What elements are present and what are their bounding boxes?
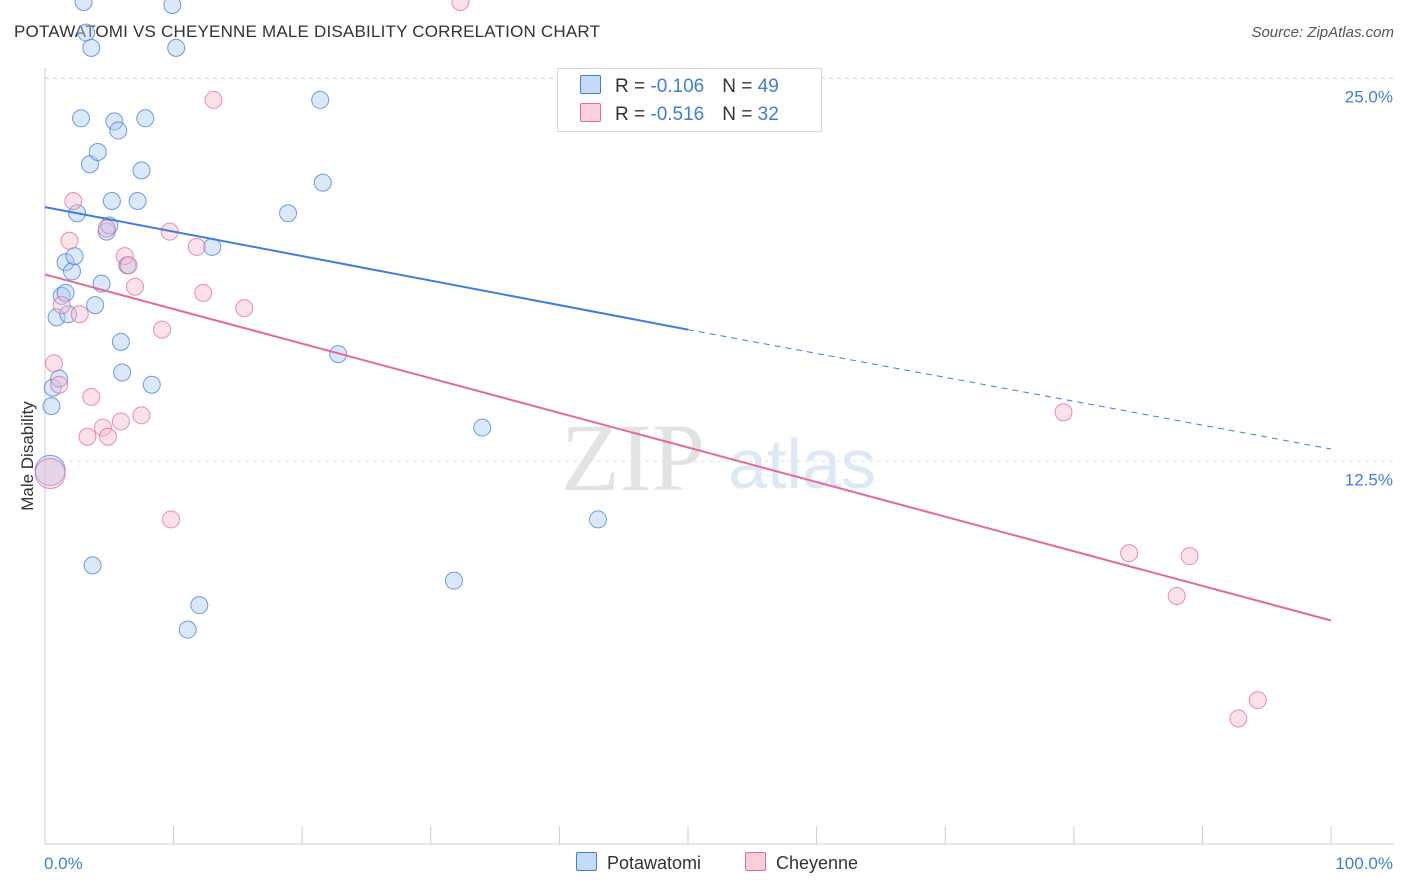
cheyenne-point [99, 427, 118, 446]
legend-swatch-blue [576, 852, 597, 871]
potawatomi-trend-line [44, 206, 689, 331]
potawatomi-point [163, 0, 182, 15]
watermark: ZIP atlas [561, 404, 876, 511]
potawatomi-point [473, 418, 492, 437]
cheyenne-point [194, 283, 213, 302]
potawatomi-point [109, 121, 128, 140]
potawatomi-point [311, 90, 330, 109]
potawatomi-point [588, 510, 607, 529]
y-tick-label: 25.0% [1345, 88, 1393, 107]
legend-swatch-blue [580, 75, 601, 94]
potawatomi-point [56, 253, 75, 272]
potawatomi-point [63, 262, 82, 281]
correlation-legend: R = -0.106 N = 49 R = -0.516 N = 32 [557, 68, 822, 132]
potawatomi-point [167, 38, 186, 57]
legend-swatch-pink [580, 103, 601, 122]
potawatomi-point [65, 247, 84, 266]
cheyenne-point [97, 219, 116, 238]
potawatomi-point [88, 142, 107, 161]
cheyenne-point [1120, 544, 1139, 563]
cheyenne-point [1180, 547, 1199, 566]
potawatomi-point [444, 571, 463, 590]
cheyenne-trend-line [44, 273, 1332, 622]
potawatomi-point [86, 296, 105, 315]
potawatomi-point [74, 0, 93, 11]
potawatomi-point [82, 38, 101, 57]
potawatomi-trend-extension [687, 329, 1332, 450]
potawatomi-point [132, 161, 151, 180]
potawatomi-point [77, 23, 96, 42]
cheyenne-point [34, 457, 66, 489]
watermark-zip: ZIP [561, 404, 705, 511]
cheyenne-point [235, 299, 254, 318]
potawatomi-point [190, 596, 209, 615]
potawatomi-point [72, 109, 91, 128]
legend-row-potawatomi: R = -0.106 N = 49 [580, 75, 779, 98]
chart-title: POTAWATOMI VS CHEYENNE MALE DISABILITY C… [14, 22, 601, 41]
potawatomi-point [313, 173, 332, 192]
legend-r-label: R = [615, 76, 651, 97]
cheyenne-point [60, 231, 79, 250]
potawatomi-point [142, 375, 161, 394]
legend-swatch-pink [745, 852, 766, 871]
legend-label: Cheyenne [776, 853, 859, 873]
cheyenne-point [115, 247, 134, 266]
cheyenne-point [451, 0, 470, 11]
potawatomi-point [111, 332, 130, 351]
legend-n-label: N = [722, 104, 758, 125]
cheyenne-point [45, 354, 64, 373]
data-points [34, 0, 1267, 728]
cheyenne-point [204, 90, 223, 109]
potawatomi-point [136, 109, 155, 128]
bottom-legend-potawatomi: Potawatomi [576, 852, 701, 874]
cheyenne-point [111, 412, 130, 431]
cheyenne-point [70, 305, 89, 324]
x-tick-label: 100.0% [1335, 854, 1393, 873]
cheyenne-point [119, 256, 138, 275]
cheyenne-point [1054, 403, 1073, 422]
potawatomi-point [102, 191, 121, 210]
cheyenne-point [78, 427, 97, 446]
cheyenne-point [126, 277, 145, 296]
bottom-legend-cheyenne: Cheyenne [745, 852, 858, 874]
potawatomi-point [83, 556, 102, 575]
potawatomi-point [105, 112, 124, 131]
cheyenne-point [50, 375, 69, 394]
legend-n-value: 32 [757, 104, 779, 125]
cheyenne-point [162, 510, 181, 529]
x-tick-label: 0.0% [44, 854, 83, 873]
source-label: Source: ZipAtlas.com [1251, 24, 1394, 41]
potawatomi-point [42, 397, 61, 416]
cheyenne-point [1229, 709, 1248, 728]
cheyenne-point [93, 418, 112, 437]
legend-n-label: N = [722, 76, 758, 97]
potawatomi-point [100, 216, 119, 235]
cheyenne-point [64, 191, 83, 210]
cheyenne-point [1167, 586, 1186, 605]
potawatomi-point [128, 191, 147, 210]
legend-r-value: -0.516 [650, 104, 705, 125]
legend-r-label: R = [615, 104, 651, 125]
legend-r-value: -0.106 [650, 76, 705, 97]
potawatomi-point [279, 204, 298, 223]
y-tick-label: 12.5% [1345, 470, 1393, 489]
tick-labels: 12.5%25.0%37.5%50.0%0.0%100.0% [44, 88, 1393, 874]
legend-n-value: 49 [757, 76, 779, 97]
legend-row-cheyenne: R = -0.516 N = 32 [580, 103, 779, 126]
cheyenne-point [82, 387, 101, 406]
potawatomi-point [113, 363, 132, 382]
cheyenne-point [153, 320, 172, 339]
cheyenne-point [52, 296, 71, 315]
cheyenne-point [187, 237, 206, 256]
cheyenne-point [1248, 691, 1267, 710]
trend-lines [44, 206, 1332, 622]
potawatomi-point [178, 620, 197, 639]
cheyenne-point [132, 406, 151, 425]
legend-label: Potawatomi [607, 853, 702, 873]
